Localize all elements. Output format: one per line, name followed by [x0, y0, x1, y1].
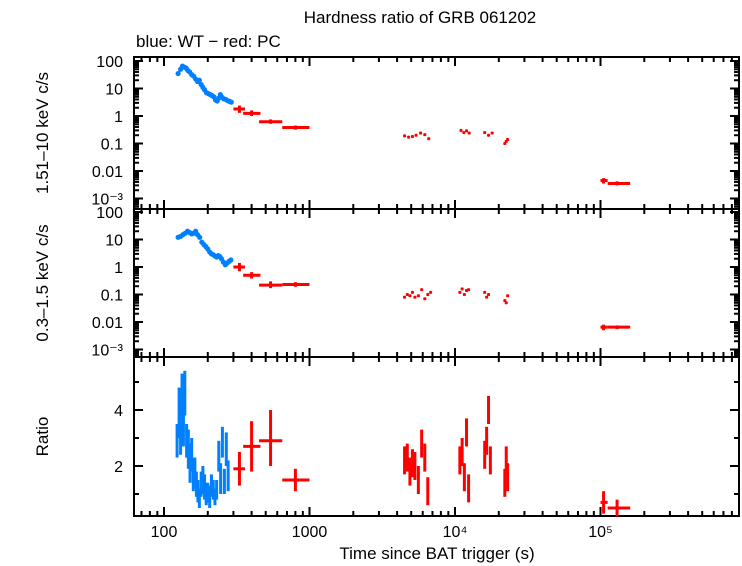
x-tick-label: 10⁴	[443, 524, 468, 541]
x-tick-label: 10⁵	[588, 524, 612, 541]
y-tick-label: 100	[96, 205, 123, 222]
y-tick-label: 0.1	[101, 137, 123, 154]
y-tick-label: 100	[96, 54, 123, 71]
y-axis-label: 1.51–10 keV c/s	[33, 72, 52, 194]
data-point-wt	[228, 99, 234, 105]
y-tick-label: 2	[114, 459, 123, 476]
y-tick-label: 1	[114, 260, 123, 277]
y-tick-label: 10⁻³	[91, 343, 123, 360]
y-tick-label: 10	[105, 233, 123, 250]
y-axis-label: 0.3–1.5 keV c/s	[33, 224, 52, 341]
chart-subtitle: blue: WT − red: PC	[136, 32, 281, 51]
y-tick-label: 10	[105, 82, 123, 99]
data-point-wt	[197, 234, 203, 240]
y-tick-label: 1	[114, 109, 123, 126]
panel-frame	[133, 208, 740, 358]
panel-frame	[133, 56, 740, 210]
data-point-wt	[228, 257, 234, 263]
y-axis-label: Ratio	[33, 417, 52, 457]
x-tick-label: 100	[151, 524, 178, 541]
x-tick-label: 1000	[292, 524, 328, 541]
data-point-wt	[196, 77, 202, 83]
panel-frame	[133, 356, 740, 517]
y-tick-label: 0.01	[92, 164, 123, 181]
x-axis-label: Time since BAT trigger (s)	[339, 544, 534, 563]
y-tick-label: 10⁻³	[91, 192, 123, 209]
y-tick-label: 0.01	[92, 315, 123, 332]
chart-title: Hardness ratio of GRB 061202	[304, 8, 536, 27]
y-tick-label: 0.1	[101, 288, 123, 305]
data-point-wt	[175, 70, 181, 77]
y-tick-label: 4	[114, 403, 123, 420]
